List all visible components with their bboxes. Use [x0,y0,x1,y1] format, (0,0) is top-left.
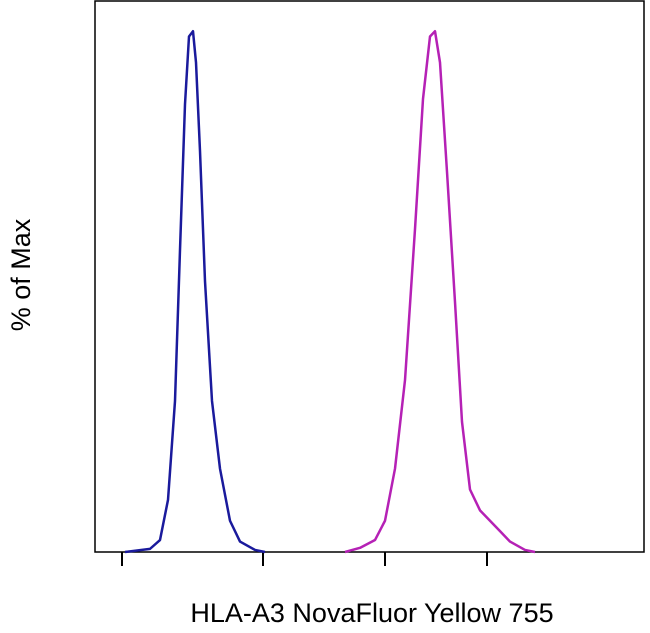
x-axis-label: HLA-A3 NovaFluor Yellow 755 [190,598,553,628]
plot-frame [94,0,645,553]
y-axis-label: % of Max [6,218,36,331]
histogram-line [124,29,266,554]
histogram-line [344,29,536,554]
